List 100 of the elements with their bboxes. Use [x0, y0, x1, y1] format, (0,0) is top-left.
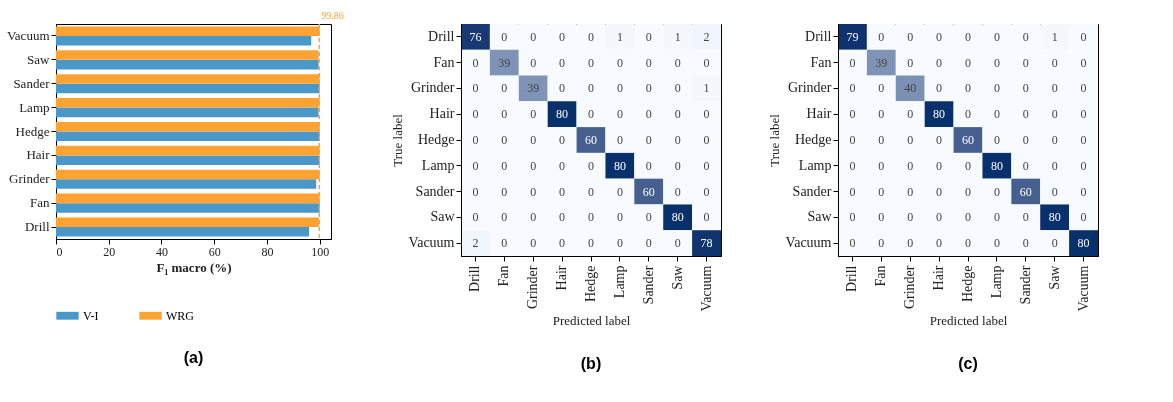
x-tick-label: Saw — [669, 264, 685, 290]
y-tick-label: Drill — [428, 28, 455, 44]
data-label: 0 — [1051, 158, 1058, 173]
data-label: 0 — [878, 210, 885, 225]
x-tick-label: Vacuum — [1075, 265, 1091, 312]
data-label: 0 — [674, 158, 681, 173]
data-label: 0 — [588, 158, 594, 173]
data-label: 40 — [904, 81, 917, 96]
data-label: 0 — [907, 29, 914, 44]
data-label: 0 — [472, 55, 479, 70]
data-label: 0 — [936, 29, 943, 44]
data-label: 0 — [588, 29, 594, 44]
data-label: 0 — [559, 29, 566, 44]
data-label: 0 — [703, 133, 710, 147]
data-label: 0 — [645, 81, 652, 96]
data-label: 0 — [1080, 107, 1087, 122]
data-label: 0 — [588, 81, 594, 96]
data-label: 0 — [965, 29, 971, 44]
data-label: 0 — [559, 81, 566, 96]
data-label: 0 — [703, 107, 710, 122]
x-tick-label: 60 — [208, 244, 221, 259]
data-label: 0 — [1080, 210, 1087, 225]
data-label: 0 — [849, 184, 856, 199]
data-label: 0 — [674, 133, 681, 147]
data-label: 0 — [907, 184, 914, 199]
data-label: 39 — [498, 55, 511, 70]
data-label: 1 — [1051, 29, 1058, 44]
data-label: 0 — [936, 158, 943, 173]
data-label: 60 — [962, 133, 974, 147]
data-label: 0 — [993, 184, 1000, 199]
data-label: 0 — [674, 81, 681, 96]
x-tick-label: Lamp — [611, 265, 627, 299]
data-label: 0 — [993, 81, 1000, 96]
y-tick-label: Hedge — [417, 132, 455, 147]
y-tick-label: Drill — [24, 219, 50, 235]
x-tick-label: Grinder — [902, 265, 918, 310]
data-label: 0 — [878, 133, 885, 147]
data-label: 0 — [645, 158, 652, 173]
data-label: 2 — [703, 29, 710, 44]
data-label: 0 — [1022, 107, 1029, 122]
data-label: 0 — [1051, 81, 1058, 96]
data-label: 0 — [616, 184, 623, 199]
data-label: 0 — [645, 55, 652, 70]
x-tick-label: Vacuum — [698, 265, 714, 312]
data-label: 0 — [645, 29, 652, 44]
data-label: 0 — [1022, 158, 1029, 173]
data-label: 2 — [472, 236, 479, 251]
data-label: 0 — [965, 158, 971, 173]
data-label: 0 — [936, 133, 943, 147]
data-label: 0 — [1022, 29, 1029, 44]
data-label: 0 — [907, 210, 914, 225]
data-label: 0 — [965, 107, 971, 122]
data-label: 0 — [472, 210, 479, 225]
x-tick-label: Drill — [467, 265, 483, 292]
data-label: 0 — [530, 184, 537, 199]
text: (a) — [183, 349, 204, 366]
data-label: 0 — [878, 158, 885, 173]
data-label: 78 — [700, 236, 713, 251]
data-label: 0 — [616, 210, 623, 225]
data-label: 0 — [993, 210, 1000, 225]
ref-line-label: 99.86 — [321, 10, 344, 21]
data-label: 0 — [1080, 158, 1087, 173]
text: (c) — [958, 354, 978, 372]
x-tick-label: Fan — [873, 265, 889, 287]
x-tick-label: 80 — [261, 244, 274, 259]
data-label: 0 — [501, 29, 508, 44]
y-tick-label: Sander — [792, 183, 832, 199]
text: (b) — [580, 354, 602, 372]
data-label: 80 — [990, 158, 1003, 173]
y-tick-label: Fan — [433, 54, 455, 70]
data-label: 0 — [616, 107, 623, 122]
data-label: 0 — [993, 133, 1000, 147]
y-axis-title: True label — [766, 113, 782, 167]
data-label: 0 — [616, 81, 623, 96]
data-label: 0 — [907, 158, 914, 173]
y-tick-label: Hair — [429, 106, 455, 122]
legend-label: V-I — [83, 308, 99, 323]
x-tick-label: Lamp — [988, 265, 1004, 299]
data-label: 0 — [1051, 184, 1058, 199]
x-tick-label: Sander — [1017, 265, 1033, 305]
y-tick-label: Sander — [415, 183, 455, 199]
data-label: 0 — [936, 55, 943, 70]
x-axis-title: Predicted label — [929, 313, 1008, 329]
data-label: 0 — [559, 55, 566, 70]
x-tick-label: 40 — [155, 244, 168, 259]
data-label: 0 — [674, 55, 681, 70]
x-tick-label: Sander — [640, 265, 656, 305]
data-label: 0 — [472, 133, 479, 147]
data-label: 0 — [616, 133, 623, 147]
y-tick-label: Grinder — [410, 80, 455, 96]
data-label: 0 — [530, 29, 537, 44]
data-label: 0 — [1080, 29, 1087, 44]
data-label: 0 — [1051, 55, 1058, 70]
data-label: 0 — [878, 184, 885, 199]
y-tick-label: Fan — [810, 54, 832, 70]
data-label: 0 — [849, 158, 856, 173]
data-label: 0 — [501, 133, 508, 147]
data-label: 60 — [1019, 184, 1032, 199]
data-label: 0 — [703, 210, 710, 225]
data-label: 0 — [1080, 184, 1087, 199]
